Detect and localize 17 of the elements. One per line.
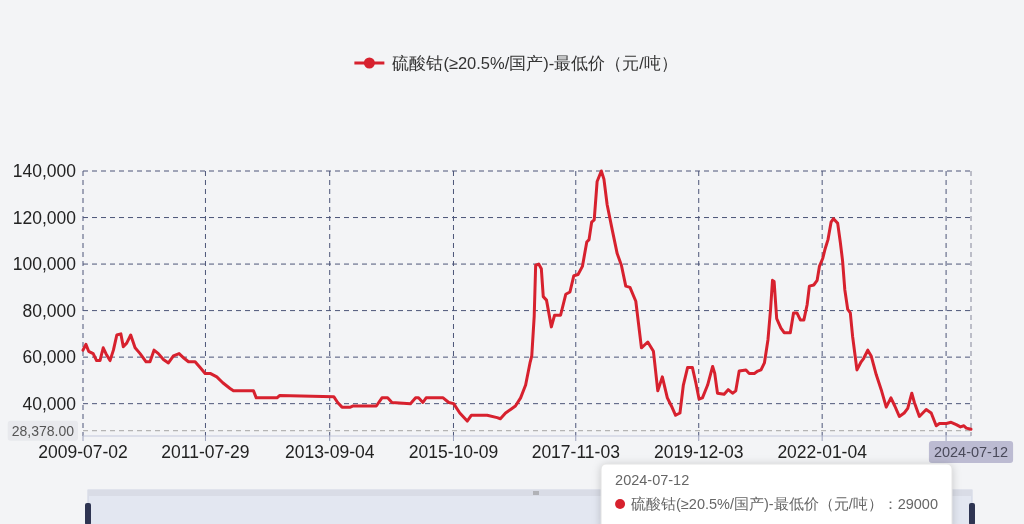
y-tick-label: 100,000 bbox=[12, 254, 77, 275]
y-tick-label: 80,000 bbox=[22, 300, 77, 321]
x-tick-label: 2022-01-04 bbox=[777, 442, 868, 462]
legend: 硫酸钴(≥20.5%/国产)-最低价（元/吨） bbox=[354, 54, 670, 72]
y-tick-label: 60,000 bbox=[22, 347, 77, 368]
ref-line-label: 2024-07-12 bbox=[933, 444, 1009, 460]
x-tick-label: 2019-12-03 bbox=[653, 442, 744, 462]
y-tick-label: 120,000 bbox=[12, 207, 77, 228]
x-tick-label: 2013-09-04 bbox=[284, 442, 375, 462]
y-tick-label: 140,000 bbox=[12, 161, 77, 181]
x-tick-label: 2017-11-03 bbox=[531, 442, 620, 462]
x-tick-label: 2011-07-29 bbox=[161, 442, 250, 462]
y-tick-label: 40,000 bbox=[22, 393, 77, 414]
x-tick-label: 2009-07-02 bbox=[38, 442, 128, 462]
tooltip: 2024-07-12 硫酸钴(≥20.5%/国产)-最低价（元/吨）：29000 bbox=[600, 463, 953, 524]
x-tick-label: 2015-10-09 bbox=[408, 442, 499, 462]
ref-line-label-x: 2024-07-12 bbox=[928, 441, 1014, 463]
